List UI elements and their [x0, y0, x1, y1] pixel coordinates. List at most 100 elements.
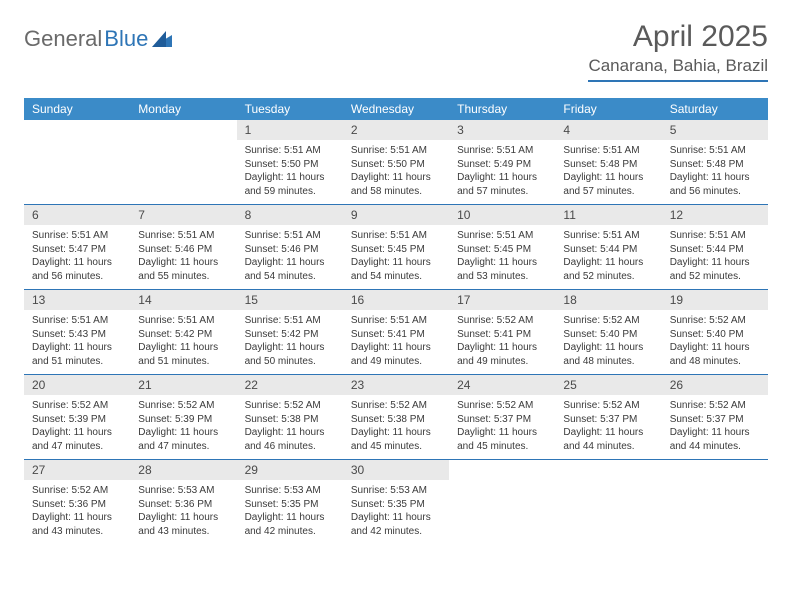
- day-number: 8: [237, 205, 343, 225]
- month-title: April 2025: [588, 20, 768, 54]
- sunrise-text: Sunrise: 5:52 AM: [563, 399, 653, 413]
- day-number: 14: [130, 290, 236, 310]
- sunset-text: Sunset: 5:38 PM: [351, 413, 441, 427]
- day-detail: Sunrise: 5:52 AMSunset: 5:38 PMDaylight:…: [237, 395, 343, 459]
- daylight-text: Daylight: 11 hours and 42 minutes.: [245, 511, 335, 538]
- sunset-text: Sunset: 5:35 PM: [351, 498, 441, 512]
- sunset-text: Sunset: 5:48 PM: [563, 158, 653, 172]
- daylight-text: Daylight: 11 hours and 43 minutes.: [32, 511, 122, 538]
- sunset-text: Sunset: 5:47 PM: [32, 243, 122, 257]
- calendar-cell: 7Sunrise: 5:51 AMSunset: 5:46 PMDaylight…: [130, 205, 236, 290]
- sunrise-text: Sunrise: 5:51 AM: [351, 144, 441, 158]
- weekday-header: Saturday: [662, 98, 768, 120]
- sunset-text: Sunset: 5:39 PM: [138, 413, 228, 427]
- weekday-header: Wednesday: [343, 98, 449, 120]
- calendar-cell: [662, 460, 768, 545]
- daylight-text: Daylight: 11 hours and 57 minutes.: [457, 171, 547, 198]
- sunset-text: Sunset: 5:36 PM: [32, 498, 122, 512]
- day-number: 7: [130, 205, 236, 225]
- calendar-cell: 1Sunrise: 5:51 AMSunset: 5:50 PMDaylight…: [237, 120, 343, 205]
- sunset-text: Sunset: 5:45 PM: [457, 243, 547, 257]
- calendar-cell: 29Sunrise: 5:53 AMSunset: 5:35 PMDayligh…: [237, 460, 343, 545]
- sunrise-text: Sunrise: 5:51 AM: [457, 144, 547, 158]
- daylight-text: Daylight: 11 hours and 55 minutes.: [138, 256, 228, 283]
- day-detail: Sunrise: 5:51 AMSunset: 5:45 PMDaylight:…: [343, 225, 449, 289]
- sunset-text: Sunset: 5:49 PM: [457, 158, 547, 172]
- daylight-text: Daylight: 11 hours and 44 minutes.: [670, 426, 760, 453]
- weekday-header: Thursday: [449, 98, 555, 120]
- sunset-text: Sunset: 5:48 PM: [670, 158, 760, 172]
- calendar-body: 1Sunrise: 5:51 AMSunset: 5:50 PMDaylight…: [24, 120, 768, 544]
- day-detail: Sunrise: 5:51 AMSunset: 5:42 PMDaylight:…: [130, 310, 236, 374]
- daylight-text: Daylight: 11 hours and 46 minutes.: [245, 426, 335, 453]
- day-number: 24: [449, 375, 555, 395]
- sunrise-text: Sunrise: 5:51 AM: [351, 229, 441, 243]
- sunset-text: Sunset: 5:37 PM: [457, 413, 547, 427]
- day-number: 21: [130, 375, 236, 395]
- sunset-text: Sunset: 5:42 PM: [138, 328, 228, 342]
- daylight-text: Daylight: 11 hours and 57 minutes.: [563, 171, 653, 198]
- day-detail: Sunrise: 5:53 AMSunset: 5:35 PMDaylight:…: [343, 480, 449, 544]
- sunset-text: Sunset: 5:44 PM: [563, 243, 653, 257]
- calendar-cell: 4Sunrise: 5:51 AMSunset: 5:48 PMDaylight…: [555, 120, 661, 205]
- daylight-text: Daylight: 11 hours and 49 minutes.: [351, 341, 441, 368]
- day-detail: Sunrise: 5:52 AMSunset: 5:40 PMDaylight:…: [555, 310, 661, 374]
- day-number: 9: [343, 205, 449, 225]
- calendar-cell: 22Sunrise: 5:52 AMSunset: 5:38 PMDayligh…: [237, 375, 343, 460]
- weekday-header: Monday: [130, 98, 236, 120]
- daylight-text: Daylight: 11 hours and 47 minutes.: [138, 426, 228, 453]
- weekday-header: Sunday: [24, 98, 130, 120]
- sunset-text: Sunset: 5:40 PM: [670, 328, 760, 342]
- day-number: 4: [555, 120, 661, 140]
- day-number: 6: [24, 205, 130, 225]
- daylight-text: Daylight: 11 hours and 51 minutes.: [138, 341, 228, 368]
- calendar-cell: 25Sunrise: 5:52 AMSunset: 5:37 PMDayligh…: [555, 375, 661, 460]
- day-number: 27: [24, 460, 130, 480]
- calendar-cell: 3 Sunrise: 5:51 AMSunset: 5:49 PMDaylight…: [449, 120, 555, 205]
- calendar-cell: [130, 120, 236, 205]
- daylight-text: Daylight: 11 hours and 56 minutes.: [670, 171, 760, 198]
- sunset-text: Sunset: 5:42 PM: [245, 328, 335, 342]
- day-detail: Sunrise: 5:52 AMSunset: 5:38 PMDaylight:…: [343, 395, 449, 459]
- daylight-text: Daylight: 11 hours and 50 minutes.: [245, 341, 335, 368]
- daylight-text: Daylight: 11 hours and 54 minutes.: [351, 256, 441, 283]
- day-number: 3: [449, 120, 555, 140]
- calendar-cell: 20Sunrise: 5:52 AMSunset: 5:39 PMDayligh…: [24, 375, 130, 460]
- sunset-text: Sunset: 5:46 PM: [245, 243, 335, 257]
- calendar-cell: 5Sunrise: 5:51 AMSunset: 5:48 PMDaylight…: [662, 120, 768, 205]
- sunset-text: Sunset: 5:41 PM: [351, 328, 441, 342]
- sunrise-text: Sunrise: 5:53 AM: [138, 484, 228, 498]
- daylight-text: Daylight: 11 hours and 45 minutes.: [351, 426, 441, 453]
- day-detail: Sunrise: 5:51 AMSunset: 5:41 PMDaylight:…: [343, 310, 449, 374]
- day-detail: Sunrise: 5:51 AMSunset: 5:46 PMDaylight:…: [130, 225, 236, 289]
- daylight-text: Daylight: 11 hours and 54 minutes.: [245, 256, 335, 283]
- daylight-text: Daylight: 11 hours and 48 minutes.: [670, 341, 760, 368]
- day-detail: Sunrise: 5:51 AMSunset: 5:42 PMDaylight:…: [237, 310, 343, 374]
- day-number: 15: [237, 290, 343, 310]
- calendar-cell: [555, 460, 661, 545]
- day-detail: Sunrise: 5:52 AMSunset: 5:37 PMDaylight:…: [449, 395, 555, 459]
- day-number: 22: [237, 375, 343, 395]
- weekday-header: Friday: [555, 98, 661, 120]
- calendar-cell: 16Sunrise: 5:51 AMSunset: 5:41 PMDayligh…: [343, 290, 449, 375]
- calendar-cell: 30Sunrise: 5:53 AMSunset: 5:35 PMDayligh…: [343, 460, 449, 545]
- day-detail: Sunrise: 5:51 AMSunset: 5:48 PMDaylight:…: [555, 140, 661, 204]
- sunset-text: Sunset: 5:44 PM: [670, 243, 760, 257]
- day-number: 23: [343, 375, 449, 395]
- sunset-text: Sunset: 5:37 PM: [670, 413, 760, 427]
- sunrise-text: Sunrise: 5:52 AM: [32, 484, 122, 498]
- calendar-cell: 12Sunrise: 5:51 AMSunset: 5:44 PMDayligh…: [662, 205, 768, 290]
- calendar-cell: 24Sunrise: 5:52 AMSunset: 5:37 PMDayligh…: [449, 375, 555, 460]
- weekday-header: Tuesday: [237, 98, 343, 120]
- calendar-cell: 14Sunrise: 5:51 AMSunset: 5:42 PMDayligh…: [130, 290, 236, 375]
- daylight-text: Daylight: 11 hours and 59 minutes.: [245, 171, 335, 198]
- sunrise-text: Sunrise: 5:53 AM: [245, 484, 335, 498]
- sunrise-text: Sunrise: 5:52 AM: [457, 399, 547, 413]
- day-detail: Sunrise: 5:53 AMSunset: 5:35 PMDaylight:…: [237, 480, 343, 544]
- day-number: 13: [24, 290, 130, 310]
- calendar-head: SundayMondayTuesdayWednesdayThursdayFrid…: [24, 98, 768, 120]
- day-detail: Sunrise: 5:52 AMSunset: 5:37 PMDaylight:…: [662, 395, 768, 459]
- day-detail: Sunrise: 5:51 AMSunset: 5:47 PMDaylight:…: [24, 225, 130, 289]
- day-detail: Sunrise: 5:51 AMSunset: 5:44 PMDaylight:…: [555, 225, 661, 289]
- day-detail: Sunrise: 5:52 AMSunset: 5:40 PMDaylight:…: [662, 310, 768, 374]
